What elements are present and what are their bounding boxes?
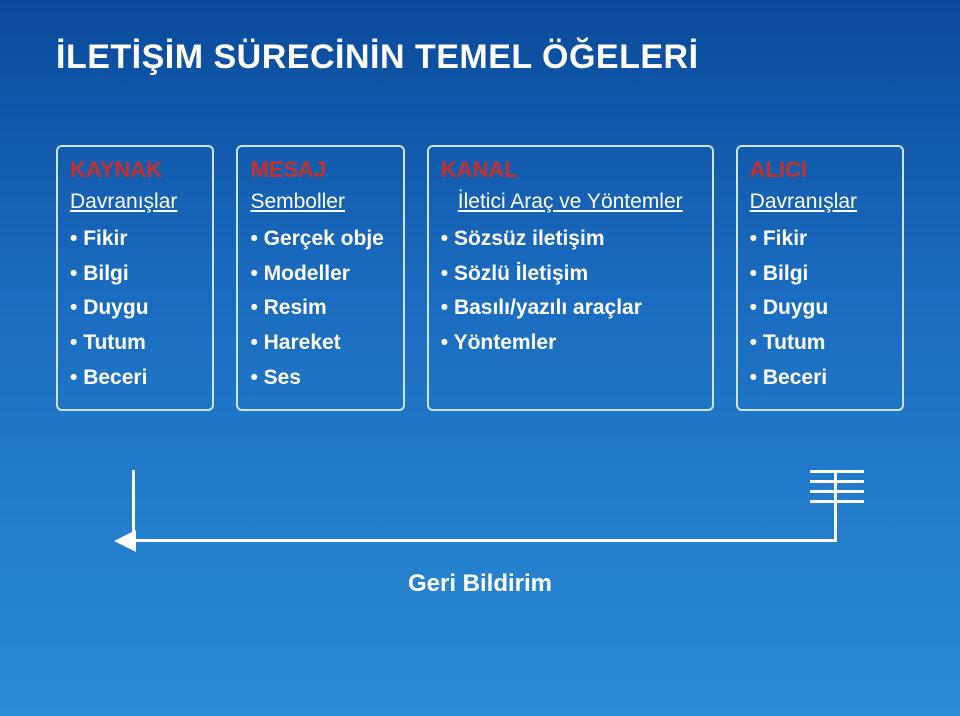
box-mesaj-sub: Semboller xyxy=(250,189,390,214)
list-item: Ses xyxy=(250,361,390,396)
list-item: Beceri xyxy=(750,361,890,396)
box-alici-sub: Davranışlar xyxy=(750,189,890,214)
box-alici-header: ALICI xyxy=(750,157,890,183)
list-item: Tutum xyxy=(70,326,200,361)
arrow-right-segment xyxy=(834,470,837,542)
box-kanal: KANAL İletici Araç ve Yöntemler Sözsüz i… xyxy=(427,145,714,411)
list-item: Basılı/yazılı araçlar xyxy=(441,291,700,326)
list-item: Modeller xyxy=(250,257,390,292)
slide: İLETİŞİM SÜRECİNİN TEMEL ÖĞELERİ KAYNAK … xyxy=(0,0,960,716)
arrow-horizontal xyxy=(132,539,837,542)
arrow-left-segment xyxy=(132,470,135,542)
box-alici: ALICI Davranışlar Fikir Bilgi Duygu Tutu… xyxy=(736,145,904,411)
list-item: Duygu xyxy=(750,291,890,326)
box-kanal-items: Sözsüz iletişim Sözlü İletişim Basılı/ya… xyxy=(441,222,700,361)
list-item: Fikir xyxy=(70,222,200,257)
arrow-ticks xyxy=(810,470,864,510)
box-mesaj-items: Gerçek obje Modeller Resim Hareket Ses xyxy=(250,222,390,395)
list-item: Resim xyxy=(250,291,390,326)
box-kaynak-items: Fikir Bilgi Duygu Tutum Beceri xyxy=(70,222,200,395)
box-mesaj-header: MESAJ xyxy=(250,157,390,183)
feedback-label: Geri Bildirim xyxy=(0,570,960,598)
box-kaynak-header: KAYNAK xyxy=(70,157,200,183)
list-item: Yöntemler xyxy=(441,326,700,361)
box-kanal-header: KANAL xyxy=(441,157,700,183)
page-title: İLETİŞİM SÜRECİNİN TEMEL ÖĞELERİ xyxy=(56,38,904,77)
list-item: Gerçek obje xyxy=(250,222,390,257)
list-item: Fikir xyxy=(750,222,890,257)
list-item: Duygu xyxy=(70,291,200,326)
box-kaynak-sub: Davranışlar xyxy=(70,189,200,214)
box-alici-items: Fikir Bilgi Duygu Tutum Beceri xyxy=(750,222,890,395)
list-item: Hareket xyxy=(250,326,390,361)
list-item: Sözlü İletişim xyxy=(441,257,700,292)
box-kanal-sub: İletici Araç ve Yöntemler xyxy=(441,189,700,214)
list-item: Bilgi xyxy=(70,257,200,292)
list-item: Tutum xyxy=(750,326,890,361)
box-mesaj: MESAJ Semboller Gerçek obje Modeller Res… xyxy=(236,145,404,411)
arrow-head-icon xyxy=(114,530,136,552)
list-item: Sözsüz iletişim xyxy=(441,222,700,257)
list-item: Beceri xyxy=(70,361,200,396)
list-item: Bilgi xyxy=(750,257,890,292)
box-kaynak: KAYNAK Davranışlar Fikir Bilgi Duygu Tut… xyxy=(56,145,214,411)
boxes-row: KAYNAK Davranışlar Fikir Bilgi Duygu Tut… xyxy=(56,145,904,411)
